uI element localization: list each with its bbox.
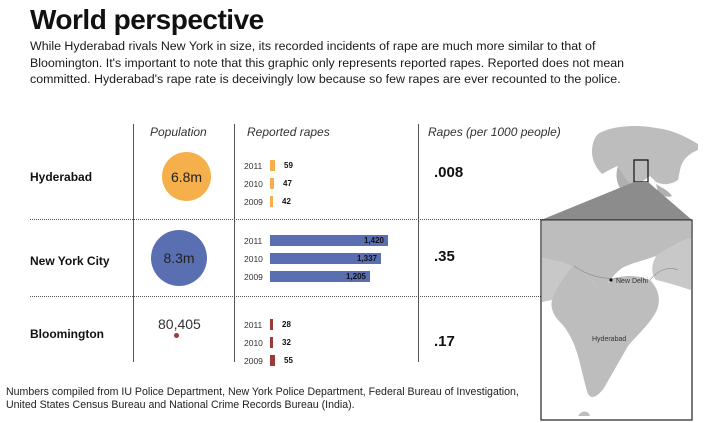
india-detail-map: New Delhi Hyderabad [542,221,691,416]
rate-header: Rapes (per 1000 people) [428,125,561,139]
page-title: World perspective [30,4,264,35]
divider-population [133,124,134,362]
bar-value-label: 1,420 [363,236,384,245]
bar-value-label: 32 [282,338,291,347]
new-delhi-label: New Delhi [616,278,648,285]
bar-value-label: 59 [284,161,293,170]
city-bloomington: Bloomington [30,327,104,341]
bar [270,178,274,189]
bar [270,160,275,171]
year-label: 2009 [244,197,263,207]
bar-value-label: 42 [282,197,291,206]
city-new-york: New York City [30,254,110,268]
year-label: 2011 [244,161,263,171]
bar-value-label: 55 [284,356,293,365]
bar-value-label: 47 [283,179,292,188]
divider-rate [418,124,419,362]
population-dot-bloomington [174,333,179,338]
bar [270,319,273,330]
bar [270,235,388,246]
rate-new-york: .35 [434,248,455,265]
source-note: Numbers compiled from IU Police Departme… [6,386,519,411]
year-label: 2010 [244,338,263,348]
row-separator [30,219,543,220]
population-label-bloomington: 80,405 [158,316,201,332]
bar-value-label: 1,337 [356,254,377,263]
year-label: 2009 [244,272,263,282]
bar-value-label: 1,205 [345,272,366,281]
divider-reported [234,124,235,362]
bar [270,337,273,348]
population-circle-hyderabad: 6.8m [162,152,211,201]
map-graphic: New Delhi Hyderabad [540,126,698,421]
intro-text: While Hyderabad rivals New York in size,… [30,39,625,86]
hyderabad-label: Hyderabad [592,336,626,343]
population-circle-new-york: 8.3m [151,230,207,286]
year-label: 2009 [244,356,263,366]
rate-hyderabad: .008 [434,164,464,181]
bar [270,271,370,282]
bar [270,196,273,207]
bar-value-label: 28 [282,320,291,329]
year-label: 2010 [244,254,263,264]
year-label: 2011 [244,236,263,246]
row-separator [30,296,543,297]
reported-header: Reported rapes [247,125,330,139]
population-header: Population [150,125,207,139]
population-label-hyderabad: 6.8m [170,168,203,185]
city-hyderabad: Hyderabad [30,170,93,184]
new-delhi-marker [609,278,613,282]
population-label-new-york: 8.3m [163,250,195,266]
year-label: 2010 [244,179,263,189]
bar [270,355,275,366]
rate-bloomington: .17 [434,333,455,350]
bar [270,253,381,264]
year-label: 2011 [244,320,263,330]
